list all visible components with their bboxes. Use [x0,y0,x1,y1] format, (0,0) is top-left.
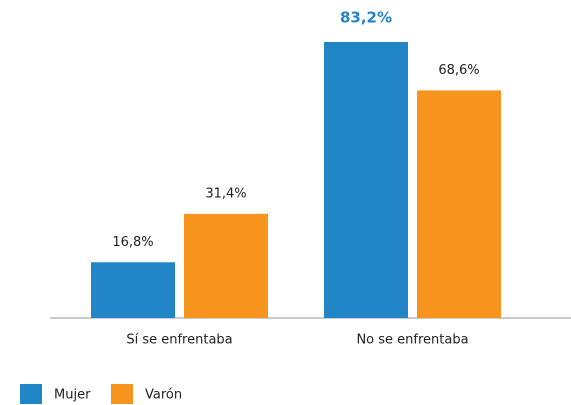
x-tick-label: Sí se enfrentaba [126,333,232,348]
bar [417,90,501,318]
data-label: 68,6% [438,63,479,78]
legend-label: Varón [145,388,182,403]
bar [324,42,408,318]
bar [184,213,268,318]
data-label: 83,2% [340,9,392,27]
data-label: 16,8% [112,235,153,250]
legend-label: Mujer [54,388,91,403]
legend-swatch [20,384,42,404]
x-tick-label: No se enfrentaba [356,333,468,348]
data-label: 31,4% [205,186,246,201]
bar [91,262,175,318]
legend-swatch [111,384,133,404]
